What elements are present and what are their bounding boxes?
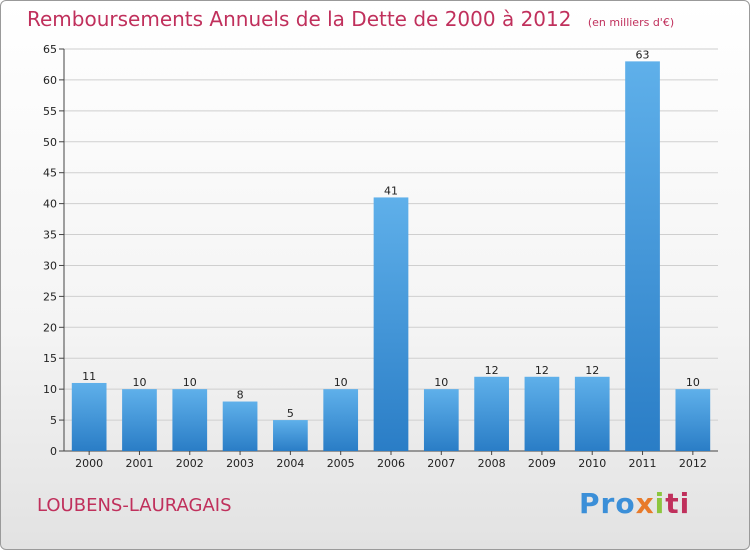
y-tick-label: 50 (43, 136, 57, 149)
y-tick-label: 40 (43, 198, 57, 211)
data-label: 12 (535, 364, 549, 377)
title-text: Remboursements Annuels de la Dette de 20… (27, 7, 572, 31)
x-tick-label: 2001 (125, 457, 153, 470)
data-label: 10 (132, 376, 146, 389)
bar-2005 (323, 389, 359, 451)
data-label: 10 (434, 376, 448, 389)
y-tick-label: 25 (43, 290, 57, 303)
x-tick-label: 2000 (75, 457, 103, 470)
commune-name: LOUBENS-LAURAGAIS (37, 495, 232, 516)
bar-2009 (524, 376, 560, 451)
x-tick-label: 2002 (176, 457, 204, 470)
y-tick-label: 10 (43, 383, 57, 396)
y-tick-label: 45 (43, 167, 57, 180)
y-tick-label: 0 (50, 445, 57, 458)
x-tick-label: 2003 (226, 457, 254, 470)
y-tick-label: 35 (43, 229, 57, 242)
x-tick-label: 2010 (578, 457, 606, 470)
data-label: 5 (287, 407, 294, 420)
labels: 0 5 10 15 20 25 30 35 40 45 50 55 60 65 2000 11 2001 10 20… (43, 43, 707, 470)
x-tick-label: 2005 (327, 457, 355, 470)
bar-2004 (273, 420, 308, 451)
data-label: 12 (585, 364, 599, 377)
y-tick-label: 65 (43, 43, 57, 56)
bar-2002 (172, 389, 208, 451)
x-tick-label: 2008 (478, 457, 506, 470)
bar-2008 (474, 376, 509, 451)
data-label: 10 (686, 376, 700, 389)
data-label: 8 (237, 389, 244, 402)
proxiti-logo: Proxiti (579, 487, 690, 520)
x-tick-label: 2004 (276, 457, 304, 470)
bar-2010 (574, 376, 610, 451)
bar-2001 (122, 389, 157, 451)
y-tick-label: 60 (43, 74, 57, 87)
logo-part-1: Pro (579, 487, 636, 520)
data-label: 10 (183, 376, 197, 389)
bar-2006 (373, 197, 409, 451)
y-tick-label: 20 (43, 321, 57, 334)
y-tick-label: 55 (43, 105, 57, 118)
unit-subtitle: (en milliers d'€) (587, 16, 675, 29)
bar-2012 (675, 389, 711, 451)
x-tick-label: 2012 (679, 457, 707, 470)
bar-2003 (222, 401, 258, 451)
data-label: 12 (485, 364, 499, 377)
bar-2011 (625, 61, 660, 451)
x-tick-label: 2007 (427, 457, 455, 470)
x-tick-label: 2009 (528, 457, 556, 470)
data-label: 11 (82, 370, 96, 383)
x-tick-label: 2011 (629, 457, 657, 470)
y-tick-label: 30 (43, 259, 57, 272)
chart-title: Remboursements Annuels de la Dette de 20… (27, 7, 674, 31)
logo-part-3: i (654, 487, 666, 520)
logo-part-4: ti (665, 487, 691, 520)
data-label: 63 (636, 48, 650, 61)
bar-2000 (71, 382, 107, 451)
y-tick-label: 15 (43, 352, 57, 365)
y-tick-label: 5 (50, 414, 57, 427)
data-label: 10 (334, 376, 348, 389)
bars (71, 61, 711, 451)
x-tick-label: 2006 (377, 457, 405, 470)
logo-part-2: x (635, 487, 655, 520)
bar-2007 (423, 389, 459, 451)
data-label: 41 (384, 184, 398, 197)
